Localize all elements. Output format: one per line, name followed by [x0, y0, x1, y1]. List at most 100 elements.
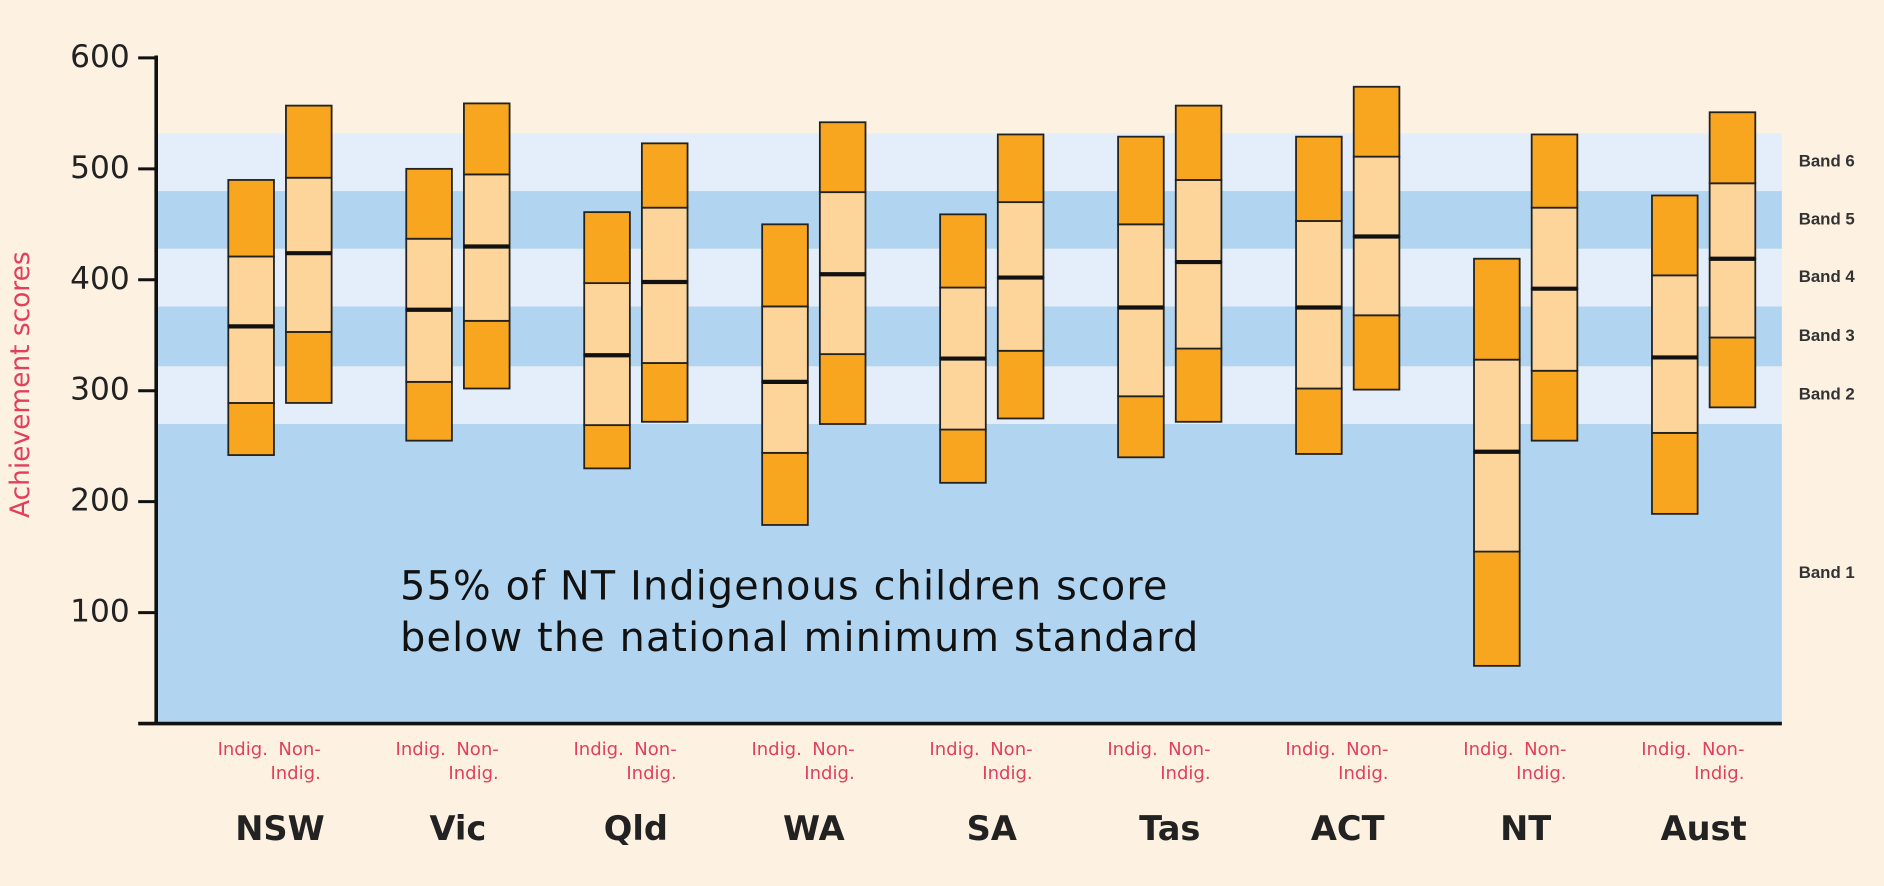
series-label-holder: Indig. [1641, 737, 1692, 760]
bar-segment [1295, 220, 1343, 309]
bar-segment [640, 362, 689, 423]
bar-segment [1295, 387, 1343, 455]
bar-segment [285, 104, 333, 179]
series-label: Indig. [1463, 737, 1514, 760]
bar-segment [939, 286, 987, 360]
category-label: WA [783, 809, 845, 848]
series-label-holder: Indig. [217, 737, 268, 760]
bar-segment [1473, 450, 1521, 553]
bar-segment [818, 191, 867, 276]
bar-segment [1174, 347, 1223, 423]
bar-segment [583, 211, 631, 285]
bar-segment [761, 223, 809, 308]
bar-segment [996, 276, 1045, 352]
bar-segment [405, 308, 453, 383]
series-label-holder: Indig. [929, 738, 979, 760]
bar-segment [405, 167, 453, 240]
series-label-holder: Non-Indig. [626, 737, 677, 784]
series-label: Indig. [395, 737, 446, 760]
bar-segment [1530, 133, 1579, 209]
y-axis-label: Achievement scores [5, 251, 36, 518]
series-label: Non-Indig. [804, 737, 855, 784]
bar-segment [1473, 550, 1521, 667]
series-label-holder: Non-Indig. [804, 737, 855, 784]
category-label: Aust [1661, 809, 1747, 848]
y-tick-label: 300 [70, 372, 130, 408]
series-label: Indig. [1641, 737, 1692, 760]
bar-segment [1174, 179, 1223, 263]
bar-segment [1352, 235, 1401, 317]
bar-segment [227, 179, 275, 258]
series-label: Indig. [573, 737, 624, 760]
y-tick-label: 400 [70, 261, 130, 297]
bar-segment [1708, 257, 1757, 339]
series-label-holder: Indig. [1463, 737, 1514, 760]
series-label-holder: Indig. [1107, 737, 1158, 760]
bar-segment [761, 305, 809, 383]
series-label-holder: Indig. [573, 737, 624, 760]
bar-segment [818, 353, 867, 425]
category-label: Qld [604, 809, 668, 848]
bar-segment [463, 319, 511, 390]
bar-segment [583, 354, 631, 427]
band-label: Band 3 [1799, 326, 1855, 345]
y-tick-label: 600 [70, 39, 130, 75]
bar-segment [640, 281, 689, 364]
series-label: Non-Indig. [626, 737, 677, 784]
series-label: Non-Indig. [1160, 737, 1211, 784]
bar-segment [1174, 104, 1223, 181]
y-tick-label: 200 [70, 483, 130, 519]
series-label-holder: Indig. [1285, 738, 1335, 760]
bar-segment [583, 282, 631, 357]
bar-segment [1708, 182, 1757, 260]
series-label: Non-Indig. [1694, 737, 1745, 784]
bar-segment [1651, 274, 1699, 359]
bar-segment [1352, 85, 1401, 158]
annotation: below the national minimum standard [400, 615, 1199, 661]
bar-segment [1651, 194, 1699, 277]
series-label-holder: Non-Indig. [1516, 737, 1567, 784]
band-label: Band 5 [1799, 209, 1855, 228]
band-label: Band 6 [1799, 152, 1855, 171]
series-label: Indig. [217, 737, 268, 760]
bar-segment [1295, 135, 1343, 222]
bar-segment [1530, 287, 1579, 372]
annotation: 55% of NT Indigenous children score [400, 563, 1168, 609]
series-label-holder: Non-Indig. [448, 738, 498, 784]
bar-segment [227, 325, 275, 404]
bar-segment [227, 402, 275, 456]
category-label: NSW [235, 809, 324, 848]
bar-segment [227, 255, 275, 328]
series-label-holder: Non-Indig. [1338, 738, 1388, 784]
category-label: NT [1500, 809, 1551, 848]
series-label-holder: Indig. [751, 737, 802, 760]
bar-segment [818, 121, 867, 194]
y-tick-label: 500 [70, 150, 130, 186]
series-label: Non-Indig. [1516, 737, 1567, 784]
bar-segment [1352, 314, 1401, 391]
bar-segment [640, 206, 689, 283]
bar-segment [1530, 369, 1579, 442]
bar-segment [285, 176, 333, 255]
category-label: SA [967, 809, 1017, 848]
bar-segment [996, 201, 1045, 279]
bar-segment [1117, 223, 1165, 309]
bar-segment [939, 428, 987, 484]
bar-segment [1117, 306, 1165, 398]
series-label-holder: Non-Indig. [270, 737, 321, 784]
band-label: Band 1 [1799, 563, 1855, 582]
bar-segment [1708, 111, 1757, 185]
series-label-holder: Indig. [395, 737, 446, 760]
series-label: Non-Indig. [982, 737, 1033, 784]
bar-segment [996, 349, 1045, 420]
series-label: Indig. [751, 737, 802, 760]
bar-segment [285, 331, 333, 404]
bar-segment [761, 380, 809, 454]
category-label: ACT [1311, 809, 1385, 848]
series-label: Non-Indig. [270, 737, 321, 784]
y-tick-label: 100 [70, 594, 130, 630]
series-label: Indig. [1107, 737, 1158, 760]
band-label: Band 4 [1799, 267, 1856, 286]
series-label-holder: Non-Indig. [1694, 737, 1745, 784]
